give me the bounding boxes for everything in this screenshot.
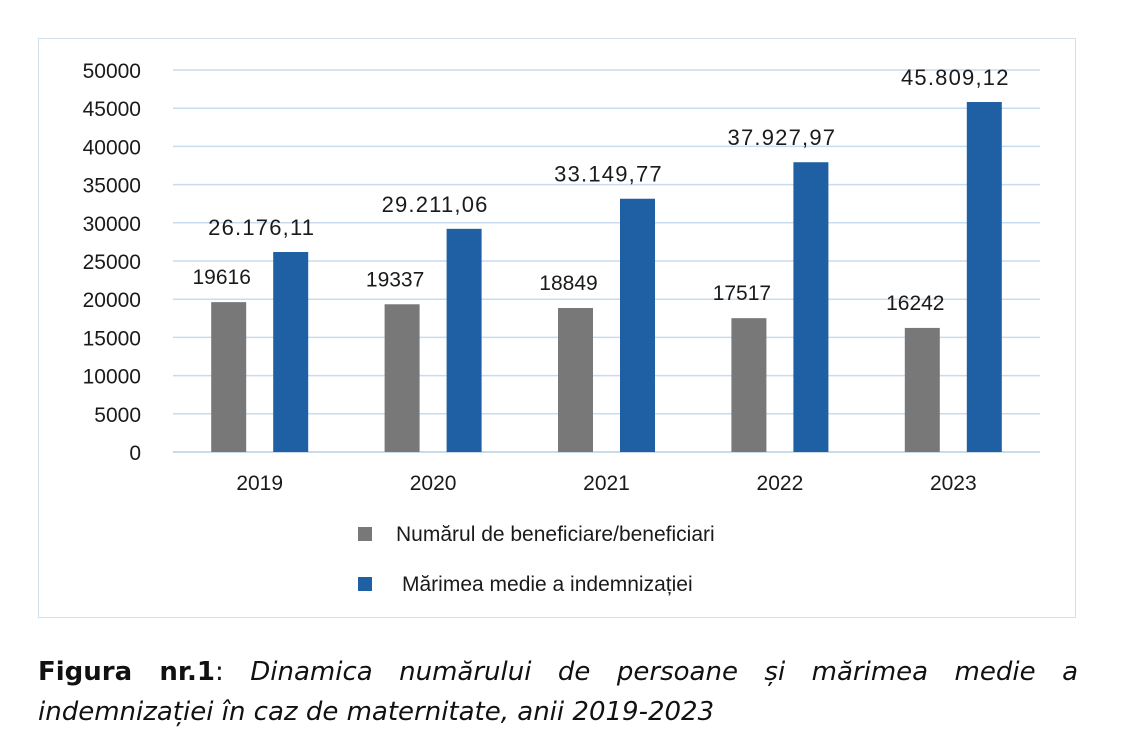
legend-label: Mărimea medie a indemnizației xyxy=(402,573,693,596)
bar-average-allowance xyxy=(273,252,309,452)
chart-frame xyxy=(38,38,1076,618)
data-label: 26.176,11 xyxy=(208,215,315,240)
bar-beneficiaries xyxy=(904,327,940,452)
data-label: 16242 xyxy=(886,292,944,315)
data-label: 19337 xyxy=(366,268,424,291)
legend-swatch-average-allowance xyxy=(358,577,372,591)
data-label: 45.809,12 xyxy=(901,65,1010,90)
y-tick-label: 40000 xyxy=(83,136,141,159)
data-label: 19616 xyxy=(192,266,250,289)
bar-chart: 0 5000 10000 15000 20000 25000 30000 35000 40000… xyxy=(83,60,1040,596)
y-tick-label: 5000 xyxy=(94,404,141,427)
bar-average-allowance xyxy=(620,198,655,452)
data-label: 17517 xyxy=(713,282,771,305)
data-label: 37.927,97 xyxy=(728,125,837,150)
x-tick-label: 2021 xyxy=(583,472,630,495)
y-tick-label: 50000 xyxy=(83,60,141,83)
bar-average-allowance xyxy=(793,162,829,452)
bar-average-allowance xyxy=(446,228,482,452)
y-tick-label: 15000 xyxy=(83,327,141,350)
x-tick-label: 2023 xyxy=(930,472,977,495)
y-tick-label: 0 xyxy=(129,442,141,465)
bar-beneficiaries xyxy=(211,302,247,452)
bar-beneficiaries xyxy=(731,318,767,452)
y-tick-label: 30000 xyxy=(83,213,141,236)
caption-separator: : xyxy=(215,657,251,687)
bar-beneficiaries xyxy=(558,307,593,452)
data-label: 18849 xyxy=(539,272,597,295)
caption-text: Dinamica numărului de persoane și mărime… xyxy=(38,657,1078,727)
x-tick-label: 2022 xyxy=(757,472,804,495)
y-tick-label: 20000 xyxy=(83,289,141,312)
bar-average-allowance xyxy=(966,102,1002,453)
y-tick-label: 35000 xyxy=(83,175,141,198)
data-label: 29.211,06 xyxy=(382,192,489,217)
x-tick-label: 2019 xyxy=(236,472,283,495)
y-tick-label: 10000 xyxy=(83,366,141,389)
data-label: 33.149,77 xyxy=(554,162,663,187)
legend-swatch-beneficiaries xyxy=(358,527,372,541)
legend-label: Numărul de beneficiare/beneficiari xyxy=(396,523,715,546)
y-tick-label: 45000 xyxy=(83,98,141,121)
x-tick-label: 2020 xyxy=(410,472,457,495)
caption-label: Figura nr.1 xyxy=(38,657,216,687)
y-tick-label: 25000 xyxy=(83,251,141,274)
figure-caption: Figura nr.1: Dinamica numărului de perso… xyxy=(38,652,1078,732)
bar-beneficiaries xyxy=(384,304,420,452)
